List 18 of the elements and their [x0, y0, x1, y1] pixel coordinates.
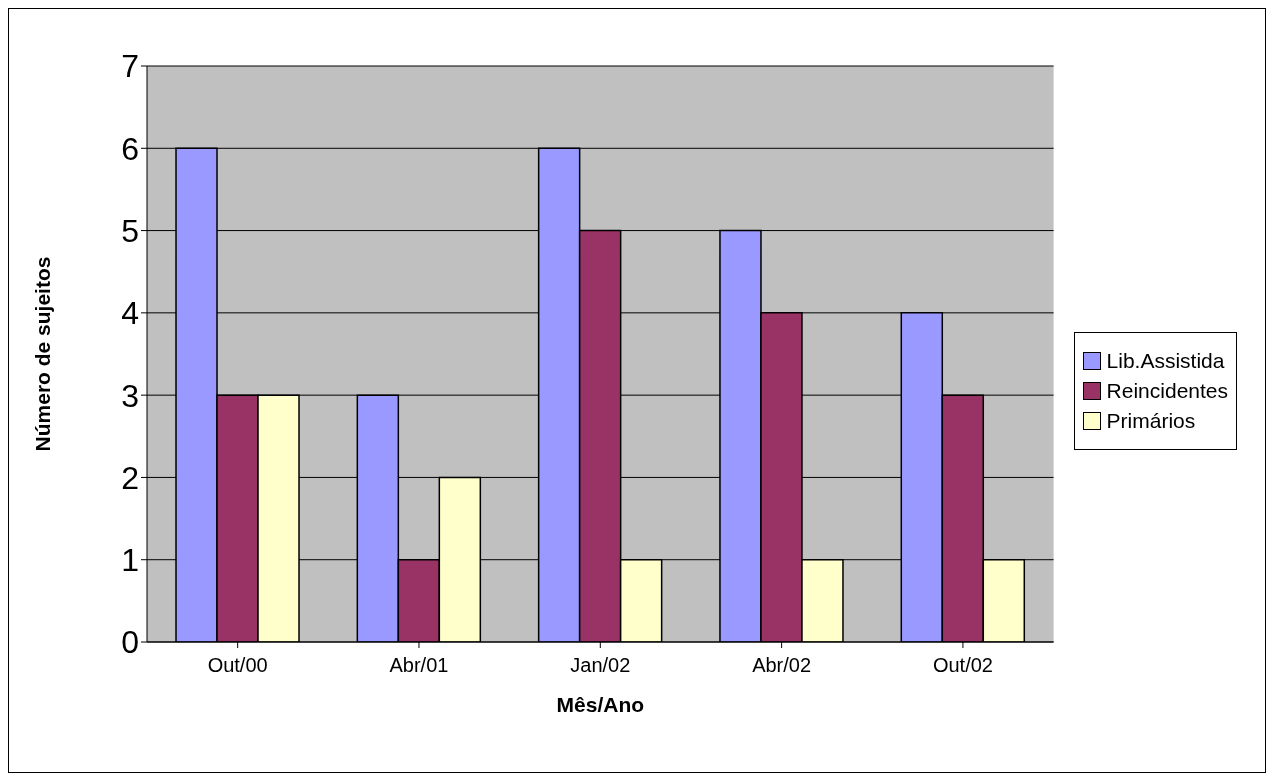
x-tick-label: Jan/02	[570, 654, 631, 677]
y-tick-label: 1	[121, 542, 139, 579]
y-tick-label: 4	[121, 295, 139, 332]
y-tick-label: 6	[121, 130, 139, 167]
y-axis-title: Número de sujeitos	[31, 256, 55, 452]
legend-label: Reincidentes	[1106, 378, 1228, 403]
x-tick-label: Out/00	[207, 654, 268, 677]
y-tick-label: 5	[121, 212, 139, 249]
x-tick-label: Out/02	[932, 654, 993, 677]
x-tick-label: Abr/02	[752, 654, 812, 677]
legend-label: Lib.Assistida	[1106, 348, 1225, 373]
x-axis-title: Mês/Ano	[556, 693, 645, 716]
legend-label: Primários	[1106, 408, 1196, 433]
y-tick-label: 2	[121, 459, 139, 496]
y-tick-label: 0	[121, 624, 139, 661]
x-tick-label: Abr/01	[389, 654, 449, 677]
y-tick-label: 7	[121, 48, 139, 85]
y-tick-label: 3	[121, 377, 139, 414]
